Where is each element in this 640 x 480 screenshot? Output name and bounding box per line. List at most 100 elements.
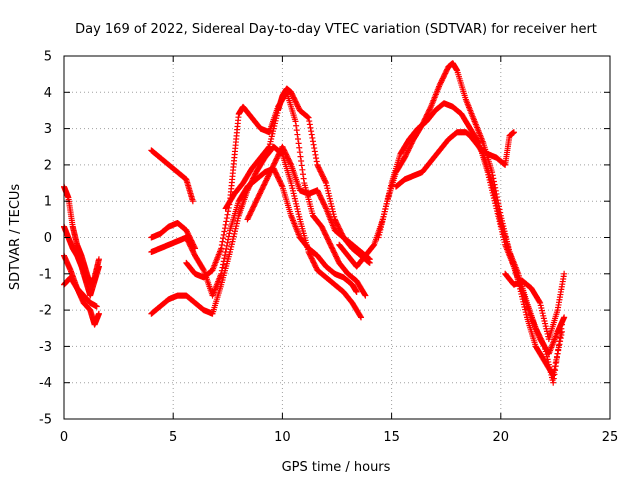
- data-point: [93, 303, 100, 310]
- data-point: [218, 242, 225, 249]
- data-point: [222, 221, 229, 228]
- data-point: [309, 138, 316, 145]
- series-arc-2: [61, 223, 102, 299]
- data-point: [221, 252, 228, 259]
- data-point: [311, 145, 318, 152]
- data-point: [298, 158, 305, 165]
- data-point: [95, 256, 102, 263]
- data-point: [223, 215, 230, 222]
- data-point: [298, 162, 305, 169]
- data-point: [222, 249, 229, 256]
- data-point: [313, 158, 320, 165]
- x-tick-labels: 0 5 10 15 20 25: [60, 430, 618, 445]
- y-tick-label: -4: [39, 376, 52, 391]
- data-point: [299, 171, 306, 178]
- series-arc-8: [148, 165, 360, 299]
- data-point: [218, 267, 225, 274]
- data-point: [221, 228, 228, 235]
- data-point: [358, 314, 365, 321]
- data-point: [295, 140, 302, 147]
- y-tick-label: -3: [39, 340, 52, 355]
- data-point: [293, 127, 300, 134]
- data-point: [311, 148, 318, 155]
- y-tick-label: -1: [39, 267, 52, 282]
- data-point: [220, 261, 227, 268]
- data-point: [226, 230, 233, 237]
- data-point: [223, 218, 230, 225]
- data-point: [265, 144, 272, 151]
- data-point: [293, 122, 300, 129]
- data-point: [225, 233, 232, 240]
- data-point: [313, 155, 320, 162]
- series-arc-4: [61, 274, 100, 310]
- data-point: [219, 264, 226, 271]
- data-point: [308, 131, 315, 138]
- data-point: [310, 141, 317, 148]
- y-tick-label: 0: [44, 231, 52, 246]
- data-point: [219, 238, 226, 245]
- data-point: [221, 225, 228, 232]
- data-point: [322, 178, 329, 185]
- data-point: [357, 313, 364, 320]
- data-point: [552, 363, 559, 370]
- grid: [64, 56, 610, 419]
- x-tick-label: 20: [493, 430, 510, 445]
- data-point: [306, 118, 313, 125]
- y-tick-label: 4: [44, 86, 52, 101]
- y-tick-label: -2: [39, 304, 52, 319]
- data-point: [224, 239, 231, 246]
- data-point: [292, 118, 299, 125]
- y-tick-label: -5: [39, 413, 52, 428]
- y-tick-labels: -5 -4 -3 -2 -1 0 1 2 3 4 5: [39, 50, 52, 428]
- data-point: [361, 291, 368, 298]
- x-tick-label: 15: [383, 430, 400, 445]
- data-point: [299, 166, 306, 173]
- data-point: [189, 198, 196, 205]
- data-point: [305, 114, 312, 121]
- y-tick-label: 3: [44, 122, 52, 137]
- data-point: [218, 270, 225, 277]
- y-tick-label: 1: [44, 195, 52, 210]
- data-point: [220, 258, 227, 265]
- x-tick-label: 10: [274, 430, 291, 445]
- data-point: [200, 266, 207, 273]
- data-point: [322, 204, 329, 211]
- data-point: [224, 211, 231, 218]
- data-point: [366, 256, 373, 263]
- y-tick-label: 5: [44, 50, 52, 65]
- data-point: [278, 182, 285, 189]
- data-point: [220, 231, 227, 238]
- data-point: [225, 236, 232, 243]
- data-point: [287, 160, 294, 167]
- x-tick-label: 25: [602, 430, 619, 445]
- data-point: [353, 288, 360, 295]
- data-point: [306, 121, 313, 128]
- data-point: [95, 263, 102, 270]
- data-point: [297, 153, 304, 160]
- data-point: [294, 131, 301, 138]
- x-tick-label: 0: [60, 430, 68, 445]
- x-axis-title: GPS time / hours: [282, 460, 391, 475]
- series-arc-5: [148, 147, 196, 205]
- data-point: [554, 350, 561, 357]
- x-tick-label: 5: [169, 430, 177, 445]
- data-point: [220, 235, 227, 242]
- data-point: [221, 255, 228, 262]
- y-tick-label: 2: [44, 158, 52, 173]
- data-point: [312, 151, 319, 158]
- data-point: [309, 134, 316, 141]
- data-marks: [61, 60, 568, 386]
- data-point: [223, 242, 230, 249]
- data-point: [95, 310, 102, 317]
- y-axis-title: SDTVAR / TECUs: [8, 184, 23, 291]
- data-point: [307, 124, 314, 131]
- data-point: [296, 144, 303, 151]
- data-point: [300, 175, 307, 182]
- data-point: [308, 128, 315, 135]
- series-arc-7: [148, 219, 199, 252]
- data-point: [218, 245, 225, 252]
- data-point: [362, 292, 369, 299]
- data-point: [296, 149, 303, 156]
- chart-title: Day 169 of 2022, Sidereal Day-to-day VTE…: [75, 22, 597, 37]
